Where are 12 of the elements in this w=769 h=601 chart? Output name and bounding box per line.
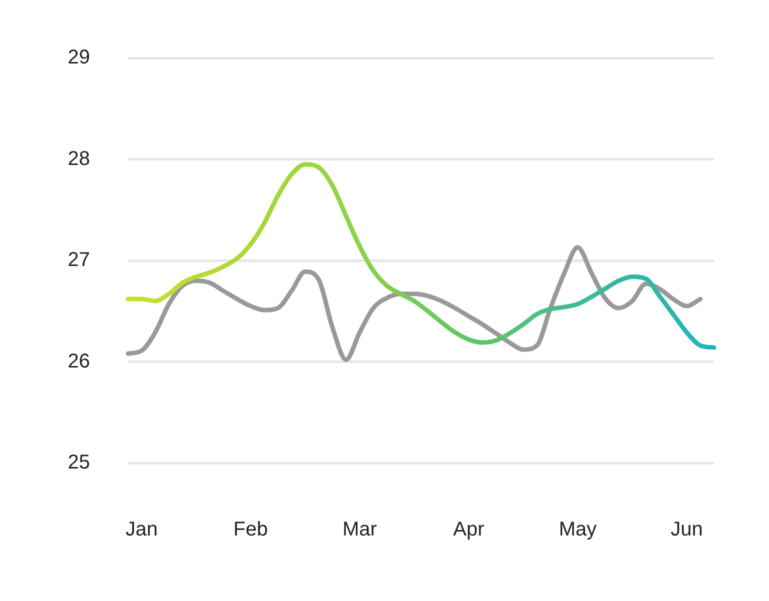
x-tick-label: Feb	[233, 518, 268, 541]
line-series	[126, 245, 703, 362]
x-tick-label: Apr	[453, 518, 485, 541]
x-tick-label: Mar	[342, 518, 378, 541]
x-tick-label: Jan	[126, 518, 158, 541]
y-tick-label: 25	[68, 452, 90, 474]
y-tick-label: 28	[68, 148, 90, 170]
x-tick-label: Jun	[670, 518, 703, 541]
y-tick-label: 26	[68, 350, 90, 372]
x-tick-label: May	[558, 518, 597, 541]
y-tick-label: 29	[68, 46, 90, 69]
y-tick-label: 27	[68, 249, 90, 272]
